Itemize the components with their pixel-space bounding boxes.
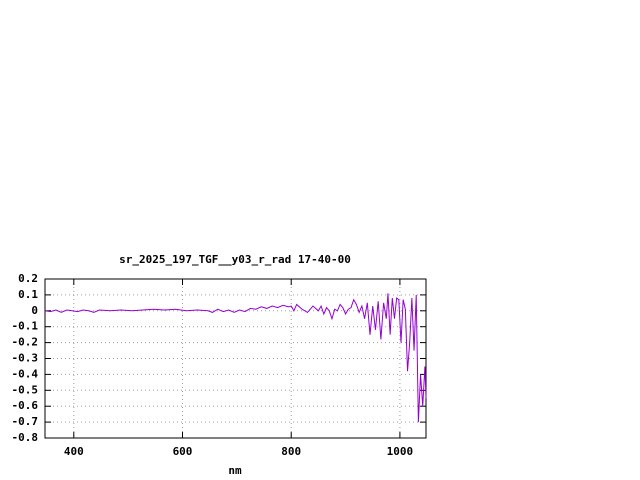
y-tick-label: 0.2 [18,272,38,285]
y-tick-label: -0.4 [12,367,39,380]
x-tick-label: 400 [64,445,84,458]
chart-title: sr_2025_197_TGF__y03_r_rad 17-40-00 [119,253,351,266]
y-tick-label: -0.3 [12,352,39,365]
x-tick-label: 800 [281,445,301,458]
plot-frame [44,278,427,439]
y-tick-label: 0.1 [18,288,38,301]
y-tick-label: 0 [31,304,38,317]
x-tick-label: 600 [173,445,193,458]
y-tick-label: -0.2 [12,336,39,349]
x-axis-label: nm [228,464,242,477]
x-tick-label: 1000 [387,445,414,458]
y-tick-label: -0.5 [12,383,39,396]
y-tick-label: -0.7 [12,415,39,428]
y-tick-label: -0.8 [12,431,39,444]
y-tick-label: -0.1 [12,320,39,333]
data-line [44,293,427,423]
y-tick-label: -0.6 [12,399,39,412]
